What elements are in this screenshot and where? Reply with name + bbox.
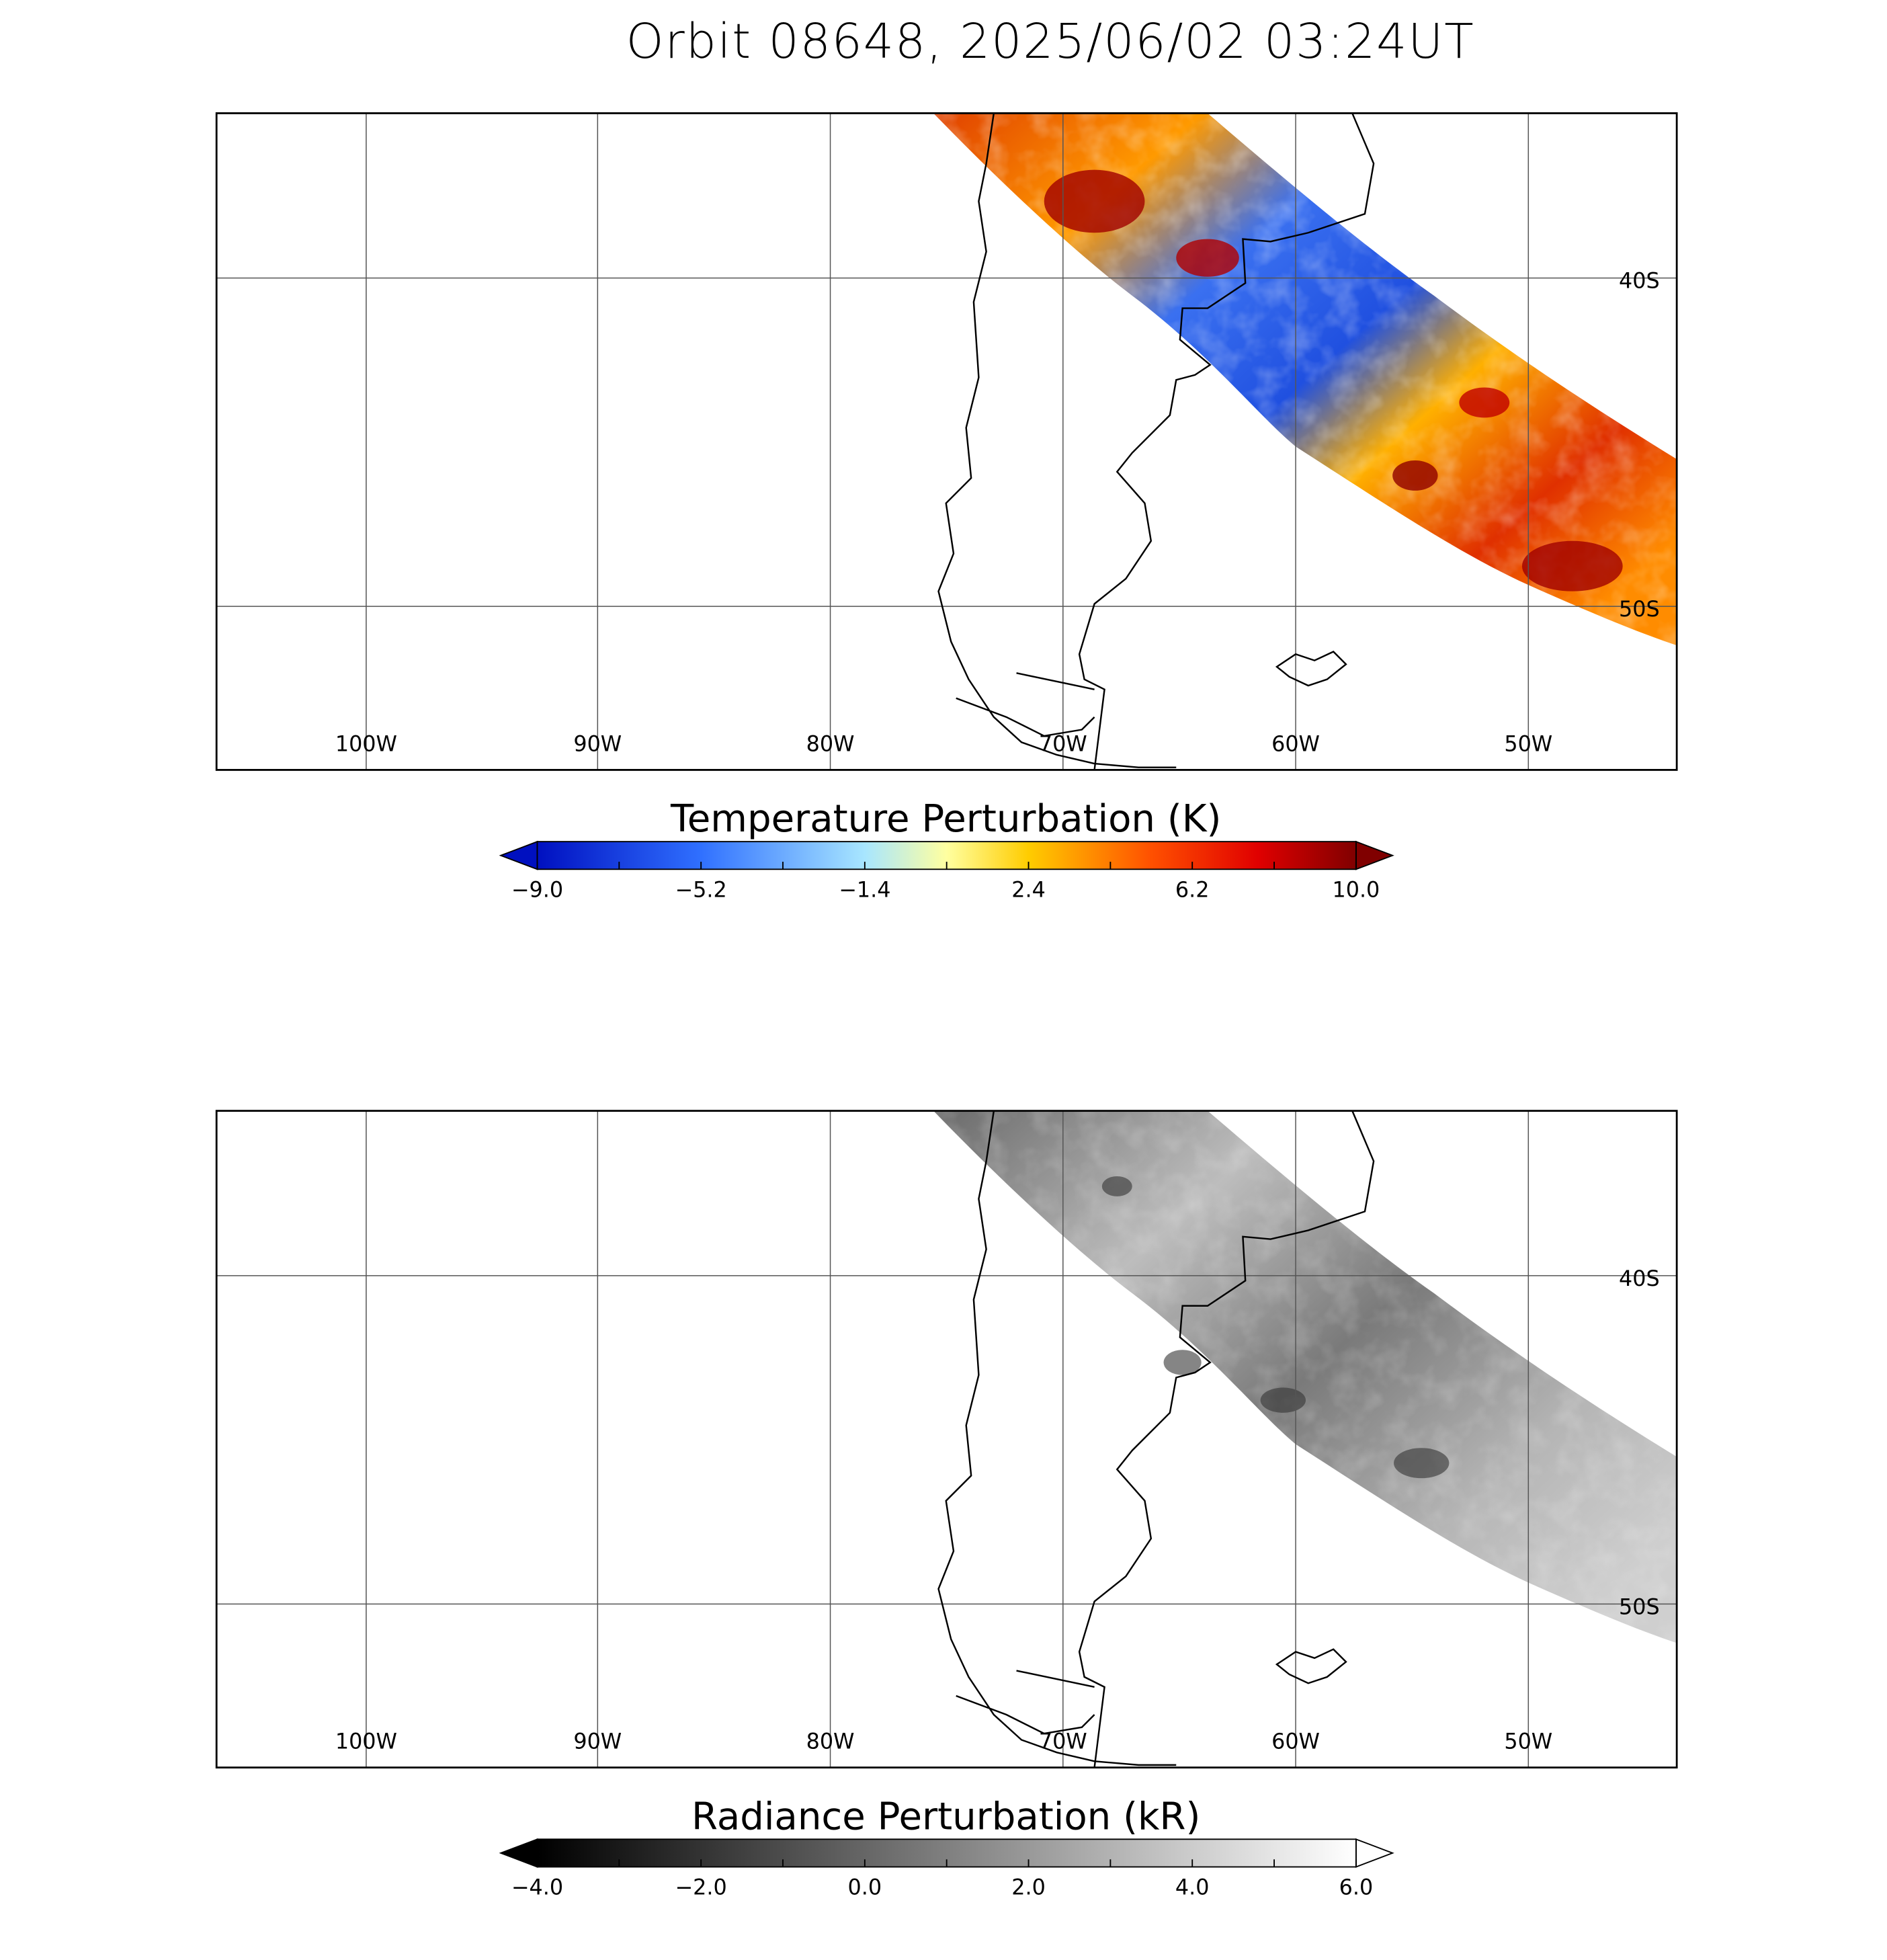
swath-texture	[933, 113, 1677, 646]
colorbar-arrow	[499, 1838, 538, 1868]
lon-label: 60W	[1271, 1729, 1320, 1754]
lon-label: 100W	[335, 1729, 397, 1754]
lat-label: 50S	[1619, 1594, 1660, 1619]
lon-label: 90W	[573, 1729, 622, 1754]
swath-feature	[1392, 460, 1438, 491]
colorbar-tick-label: 2.4	[1011, 876, 1046, 902]
swath-feature	[1394, 1448, 1450, 1479]
lon-label: 90W	[573, 731, 622, 756]
colorbar-title: Radiance Perturbation (kR)	[691, 1795, 1200, 1838]
colorbar-tick-label: 2.0	[1011, 1875, 1046, 1900]
lon-label: 60W	[1271, 731, 1320, 756]
colorbar-title: Temperature Perturbation (K)	[670, 797, 1221, 841]
swath-feature	[1260, 1387, 1306, 1413]
lon-label: 100W	[335, 731, 397, 756]
lon-label: 50W	[1504, 731, 1552, 756]
lon-label: 50W	[1504, 1729, 1552, 1754]
coastline	[1275, 1648, 1347, 1684]
swath-feature	[1176, 239, 1239, 277]
lon-label: 70W	[1039, 731, 1087, 756]
colorbar-tick-label: −9.0	[511, 876, 563, 902]
colorbar-tick-label: 6.2	[1175, 876, 1210, 902]
swath-feature	[1521, 540, 1623, 591]
map-panel: 100W 90W 80W 70W 60W 50W 40S 50S Radiance Pertur…	[215, 1110, 1678, 1900]
colorbar-arrow	[1355, 840, 1394, 870]
colorbar-tick-label: 0.0	[848, 1875, 882, 1900]
lon-label: 80W	[806, 731, 855, 756]
lat-label: 40S	[1619, 1266, 1660, 1291]
swath-feature	[1044, 169, 1145, 233]
map-frame	[215, 1110, 1678, 1769]
colorbar-tick-label: 4.0	[1175, 1875, 1210, 1900]
colorbar-tick-label: 6.0	[1339, 1875, 1374, 1900]
colorbar-tick-label: 10.0	[1332, 876, 1380, 902]
colorbar-tick-label: −4.0	[511, 1875, 563, 1900]
lat-label: 40S	[1619, 268, 1660, 294]
lon-label: 70W	[1039, 1729, 1087, 1754]
colorbar-tick-label: −1.4	[839, 876, 890, 902]
coastline	[937, 1110, 1375, 1768]
swath-feature	[1163, 1350, 1202, 1375]
coastline	[937, 112, 1375, 770]
lat-label: 50S	[1619, 596, 1660, 622]
swath-feature	[1459, 387, 1510, 418]
colorbar-tick-label: −2.0	[675, 1875, 727, 1900]
map-frame	[215, 112, 1678, 771]
coastline	[1275, 651, 1347, 687]
swath-feature	[1101, 1176, 1132, 1196]
colorbar-arrow	[499, 840, 538, 870]
colorbar-arrow	[1355, 1838, 1394, 1868]
map-panel: 100W 90W 80W 70W 60W 50W 40S 50S Temperature Per…	[215, 112, 1678, 902]
colorbar-tick-label: −5.2	[675, 876, 727, 902]
figure-title: Orbit 08648, 2025/06/02 03:24UT	[626, 13, 1475, 69]
swath-texture	[933, 1110, 1677, 1643]
lon-label: 80W	[806, 1729, 855, 1754]
